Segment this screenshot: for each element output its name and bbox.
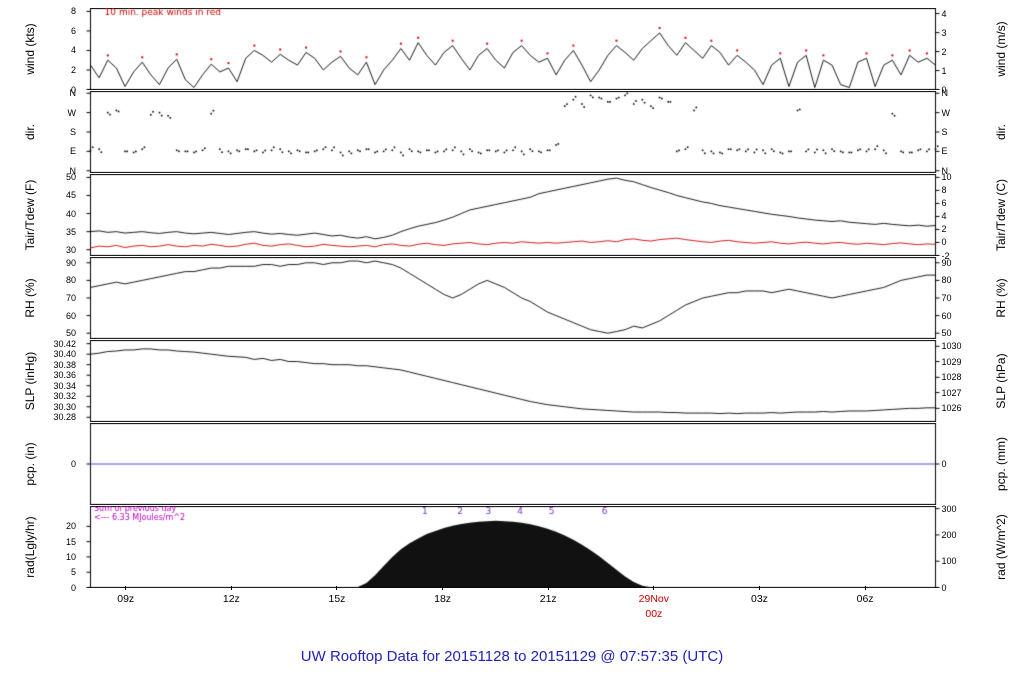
panel-wind-ytick-left: 8 bbox=[70, 6, 76, 17]
panel-dir-plot bbox=[82, 91, 944, 173]
panel-wind-ytick-right: 3 bbox=[941, 27, 947, 38]
panel-wind-ytick-left: 6 bbox=[70, 25, 76, 36]
panel-rad-ytick-left: 0 bbox=[70, 582, 76, 593]
panel-rh-ytick-right: 90 bbox=[941, 257, 952, 268]
panel-wind-ytick-left: 2 bbox=[70, 64, 76, 75]
panel-slp-ytick-right: 1029 bbox=[941, 356, 962, 367]
panel-wind-ytick-right: 2 bbox=[941, 46, 947, 57]
panel-rh-ytick-right: 70 bbox=[941, 293, 952, 303]
panel-rad-ytick-left: 5 bbox=[70, 567, 76, 578]
panel-slp-ytick-left: 30.40 bbox=[53, 349, 76, 360]
x-axis-tick-mark bbox=[864, 586, 866, 590]
panel-temp-ytick-left: 30 bbox=[65, 244, 76, 255]
x-axis-tick-label: 29Nov bbox=[638, 593, 669, 605]
panel-rh-ytick-left: 90 bbox=[65, 257, 76, 268]
panel-dir-ytick-right: W bbox=[941, 107, 951, 118]
panel-dir-ytick-left: W bbox=[67, 107, 77, 118]
panel-temp-ytick-right: 10 bbox=[941, 172, 952, 183]
panel-rh-ytick-left: 50 bbox=[65, 328, 76, 339]
x-axis-tick-label: 21z bbox=[539, 593, 557, 605]
panel-wind-ytick-right: 1 bbox=[941, 65, 947, 76]
panel-pcp-ytick-left: 0 bbox=[70, 459, 76, 469]
panel-slp-ytick-right: 1028 bbox=[941, 372, 962, 383]
panel-rh-ytick-right: 80 bbox=[941, 275, 952, 286]
panel-rad-right-axis-title: rad (W/m^2) bbox=[994, 514, 1008, 580]
panel-dir-ytick-right: N bbox=[941, 88, 949, 99]
panel-rad-ytick-left: 20 bbox=[65, 521, 76, 532]
panel-dir-ytick-left: S bbox=[69, 127, 76, 137]
panel-rad-ytick-right: 0 bbox=[941, 582, 947, 593]
panel-rh-ytick-right: 60 bbox=[941, 310, 952, 321]
panel-dir-ytick-left: E bbox=[69, 146, 76, 157]
panel-wind-plot bbox=[82, 8, 944, 90]
panel-slp-ytick-right: 1027 bbox=[941, 387, 962, 398]
panel-rad-ytick-left: 15 bbox=[65, 536, 76, 547]
panel-rad-ytick-right: 200 bbox=[941, 529, 957, 540]
panel-rh-ytick-right: 50 bbox=[941, 328, 952, 339]
panel-wind-ytick-left: 0 bbox=[70, 84, 76, 95]
x-axis-tick-mark bbox=[547, 586, 549, 590]
panel-slp-ytick-right: 1030 bbox=[941, 341, 962, 352]
panel-wind-ytick-right: 0 bbox=[941, 84, 947, 95]
panel-slp-ytick-left: 30.42 bbox=[53, 338, 76, 349]
panel-dir-ytick-right: E bbox=[941, 146, 948, 157]
panel-temp-ytick-right: 0 bbox=[941, 237, 947, 248]
panel-slp-ytick-left: 30.36 bbox=[53, 370, 76, 381]
panel-rad-ytick-right: 300 bbox=[941, 503, 957, 514]
panel-temp-ytick-left: 45 bbox=[65, 190, 76, 201]
panel-rh-plot bbox=[82, 257, 944, 339]
panel-wind-ytick-right: 4 bbox=[941, 8, 947, 19]
panel-slp-ytick-right: 1026 bbox=[941, 403, 962, 414]
panel-slp-ytick-left: 30.34 bbox=[53, 380, 76, 391]
panel-rh-ytick-left: 80 bbox=[65, 275, 76, 286]
panel-temp-ytick-left: 50 bbox=[65, 172, 76, 183]
panel-rad-plot bbox=[82, 506, 944, 588]
panel-temp-ytick-left: 35 bbox=[65, 226, 76, 237]
panel-dir-ytick-right: S bbox=[941, 127, 948, 137]
panel-temp-ytick-right: 8 bbox=[941, 185, 947, 196]
panel-pcp-plot bbox=[82, 423, 944, 505]
x-axis-tick-mark bbox=[653, 586, 655, 590]
x-axis-tick-label: 06z bbox=[856, 593, 874, 605]
panel-temp-ytick-right: -2 bbox=[941, 250, 950, 261]
panel-slp-ytick-left: 30.38 bbox=[53, 359, 76, 370]
panel-temp-ytick-right: 4 bbox=[941, 211, 947, 222]
x-axis-tick-label: 12z bbox=[222, 593, 240, 605]
panel-temp-plot bbox=[82, 174, 944, 256]
x-axis-tick-label: 15z bbox=[328, 593, 346, 605]
panel-temp-ytick-left: 40 bbox=[65, 208, 76, 219]
panel-temp-ytick-right: 2 bbox=[941, 224, 947, 235]
panel-slp-ytick-left: 30.28 bbox=[53, 412, 76, 423]
x-axis-tick-mark bbox=[442, 586, 444, 590]
panel-rad-ytick-left: 10 bbox=[65, 551, 76, 562]
panel-rad-left-axis-title: rad(Lgly/hr) bbox=[23, 516, 37, 578]
panel-dir-ytick-left: N bbox=[69, 88, 77, 99]
panel-slp-plot bbox=[82, 340, 944, 422]
x-axis-tick-mark bbox=[230, 586, 232, 590]
panel-dir-ytick-left: N bbox=[69, 165, 77, 176]
chart-title: UW Rooftop Data for 20151128 to 20151129… bbox=[300, 648, 724, 665]
panel-pcp-ytick-right: 0 bbox=[941, 459, 947, 469]
panel-rad-ytick-right: 100 bbox=[941, 556, 957, 567]
panel-dir-ytick-right: N bbox=[941, 165, 949, 176]
x-axis-tick-label: 03z bbox=[750, 593, 768, 605]
panel-temp-ytick-right: 6 bbox=[941, 198, 947, 209]
x-axis-tick-mark bbox=[758, 586, 760, 590]
x-axis-tick-label: 18z bbox=[434, 593, 452, 605]
panel-slp-ytick-left: 30.30 bbox=[53, 401, 76, 412]
x-axis-tick-label: 09z bbox=[117, 593, 135, 605]
x-axis-tick-mark bbox=[125, 586, 127, 590]
x-axis-tick-label2: 00z bbox=[645, 608, 663, 620]
panel-rh-ytick-left: 60 bbox=[65, 310, 76, 321]
panel-slp-ytick-left: 30.32 bbox=[53, 391, 76, 402]
panel-wind-ytick-left: 4 bbox=[70, 45, 76, 56]
x-axis-tick-mark bbox=[336, 586, 338, 590]
panel-rh-ytick-left: 70 bbox=[65, 293, 76, 303]
